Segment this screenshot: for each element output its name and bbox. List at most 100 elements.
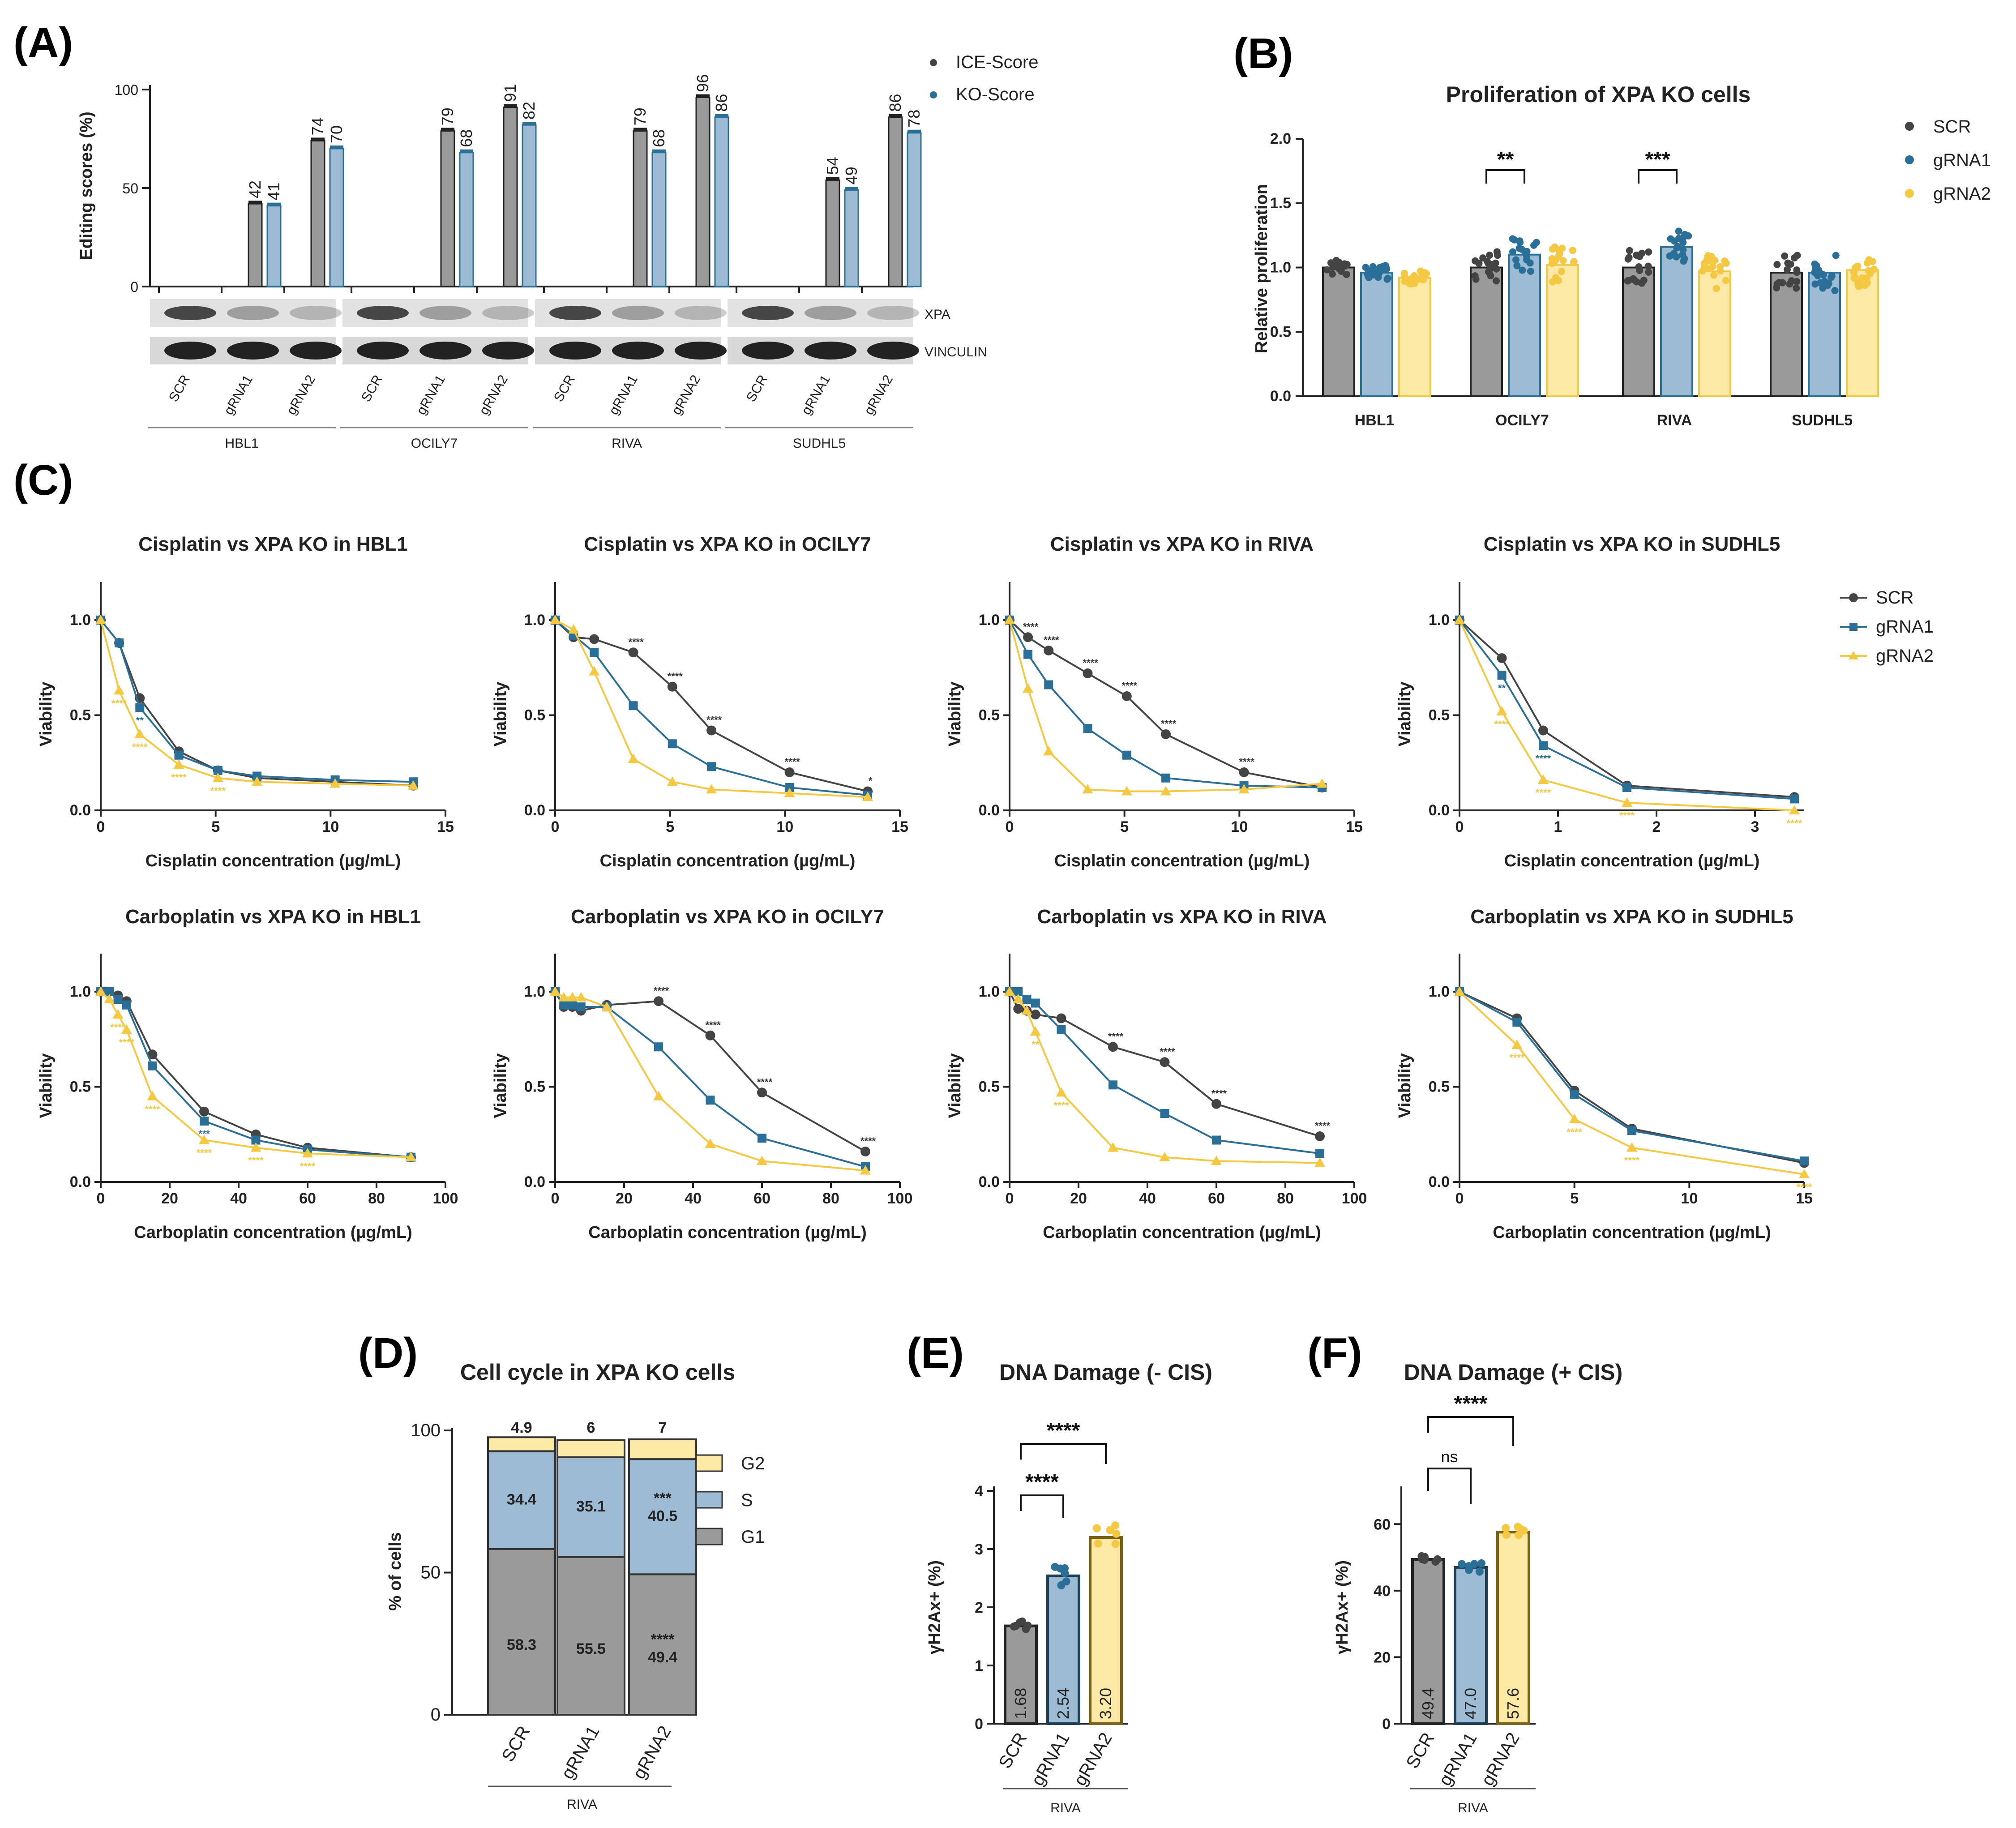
point-SCR	[667, 681, 677, 692]
stars-grna2: ****	[1797, 1182, 1812, 1193]
data-point	[1636, 267, 1644, 274]
y-axis-label: Viability	[491, 681, 510, 746]
y-axis-label: Viability	[37, 1053, 56, 1118]
y-tick-label: 0.5	[70, 707, 91, 724]
curve-gRNA1	[1459, 991, 1805, 1162]
significance-bracket	[1485, 169, 1525, 184]
point-gRNA1	[559, 1000, 569, 1010]
stars-grna2: ****	[1624, 1155, 1640, 1166]
y-axis-label: Viability	[1395, 681, 1414, 746]
lane-label: gRNA2	[284, 372, 318, 417]
bar-ko-score	[459, 152, 474, 287]
viability-plot: Carboplatin vs XPA KO in SUDHL5 0.0 0.5 1.0…	[1395, 906, 1813, 1242]
y-tick-label: 2.0	[1270, 130, 1291, 147]
curve-gRNA1	[1459, 619, 1795, 800]
point-gRNA2	[1004, 986, 1015, 996]
blot-band	[164, 306, 216, 320]
x-tick-label: 5	[1570, 1190, 1579, 1207]
y-tick-label: 0.0	[1429, 1173, 1450, 1190]
point-gRNA1	[1622, 783, 1631, 792]
group-label: SUDHL5	[793, 436, 846, 451]
data-point	[1852, 264, 1859, 271]
y-tick-label: 1.0	[979, 983, 1000, 1000]
point-gRNA2	[1004, 615, 1015, 624]
y-axis-label: Viability	[946, 681, 964, 746]
data-point	[1512, 256, 1520, 264]
point-gRNA1	[113, 995, 123, 1004]
data-point	[1111, 1540, 1120, 1548]
point-gRNA1	[668, 739, 677, 749]
x-tick-label: 0	[97, 1190, 105, 1207]
curve-gRNA2	[1009, 620, 1323, 792]
blot-label-xpa: XPA	[925, 307, 950, 322]
data-point	[1722, 277, 1729, 284]
group-label: RIVA	[612, 436, 642, 451]
bar-SCR	[1322, 266, 1355, 397]
point-gRNA2	[112, 1009, 124, 1019]
data-point	[1513, 262, 1521, 270]
data-point	[1680, 257, 1687, 265]
y-tick-label: 1.0	[524, 612, 545, 629]
legend-entry: gRNA1	[1876, 617, 1934, 637]
bar-gRNA2	[1398, 277, 1431, 397]
blot-band	[805, 306, 856, 320]
point-gRNA1	[200, 1117, 209, 1126]
stars-scr: ****	[757, 1076, 773, 1087]
data-point	[1343, 270, 1350, 278]
blot-band	[357, 342, 409, 360]
x-tick-label: 15	[437, 818, 454, 835]
stars-grna1: ****	[1536, 753, 1551, 764]
panel-d-cell-cycle: Cell cycle in XPA KO cells 0 50 100 % of cel…	[386, 1360, 765, 1812]
point-gRNA1	[706, 1096, 715, 1105]
segment-label: 40.5	[648, 1508, 677, 1525]
y-axis-label: Viability	[37, 681, 56, 746]
point-gRNA1	[1109, 1080, 1117, 1090]
legend-marker	[1849, 623, 1858, 631]
data-point	[1515, 244, 1523, 252]
data-label-ice: 54	[823, 157, 842, 175]
data-point	[1023, 1621, 1032, 1630]
segment-label: ****	[651, 1631, 675, 1648]
segment-label: 35.1	[576, 1498, 606, 1515]
stars-scr: ****	[1315, 1120, 1331, 1131]
point-gRNA2	[1454, 615, 1465, 624]
data-point	[1475, 1567, 1484, 1576]
significance-bracket	[1427, 1468, 1472, 1504]
point-SCR	[706, 725, 717, 736]
x-tick-label: 10	[322, 818, 339, 835]
y-tick-label: 0.5	[979, 1079, 1000, 1096]
blot-band	[805, 342, 856, 360]
y-tick-label: 1.0	[1429, 612, 1450, 629]
point-gRNA2	[558, 992, 569, 1002]
point-gRNA2	[212, 772, 223, 782]
data-point	[1333, 259, 1340, 266]
x-tick-label: 100	[1342, 1190, 1367, 1207]
x-tick-label: 0	[551, 1190, 560, 1207]
point-gRNA1	[1212, 1135, 1221, 1145]
data-point	[1527, 267, 1534, 275]
point-gRNA1	[148, 1061, 157, 1070]
significance-bracket	[1020, 1494, 1064, 1518]
data-point	[1061, 1569, 1069, 1577]
data-point	[1673, 253, 1680, 261]
data-point	[1551, 257, 1559, 265]
point-gRNA2	[406, 1152, 416, 1161]
blot-label-vinculin: VINCULIN	[925, 345, 987, 360]
y-tick-label: 0.5	[70, 1079, 91, 1096]
legend-swatch	[695, 1491, 723, 1509]
bar-gRNA2	[1698, 270, 1731, 397]
x-tick-label: 5	[666, 818, 674, 835]
curve-SCR	[1459, 619, 1795, 798]
y-tick-label: 0.0	[979, 802, 1000, 819]
bar-SCR	[1470, 266, 1503, 397]
y-tick-label: 100	[115, 82, 138, 98]
point-gRNA2	[173, 759, 184, 769]
curve-SCR	[100, 619, 414, 787]
data-point	[1477, 1559, 1485, 1567]
bar-gRNA2	[1496, 1531, 1530, 1725]
x-tick-label: gRNA2	[1070, 1730, 1116, 1789]
stars-grna2: ****	[119, 1037, 135, 1048]
lane-label: gRNA1	[799, 372, 833, 417]
legend-marker	[1905, 189, 1914, 198]
y-tick-label: 50	[122, 180, 138, 197]
